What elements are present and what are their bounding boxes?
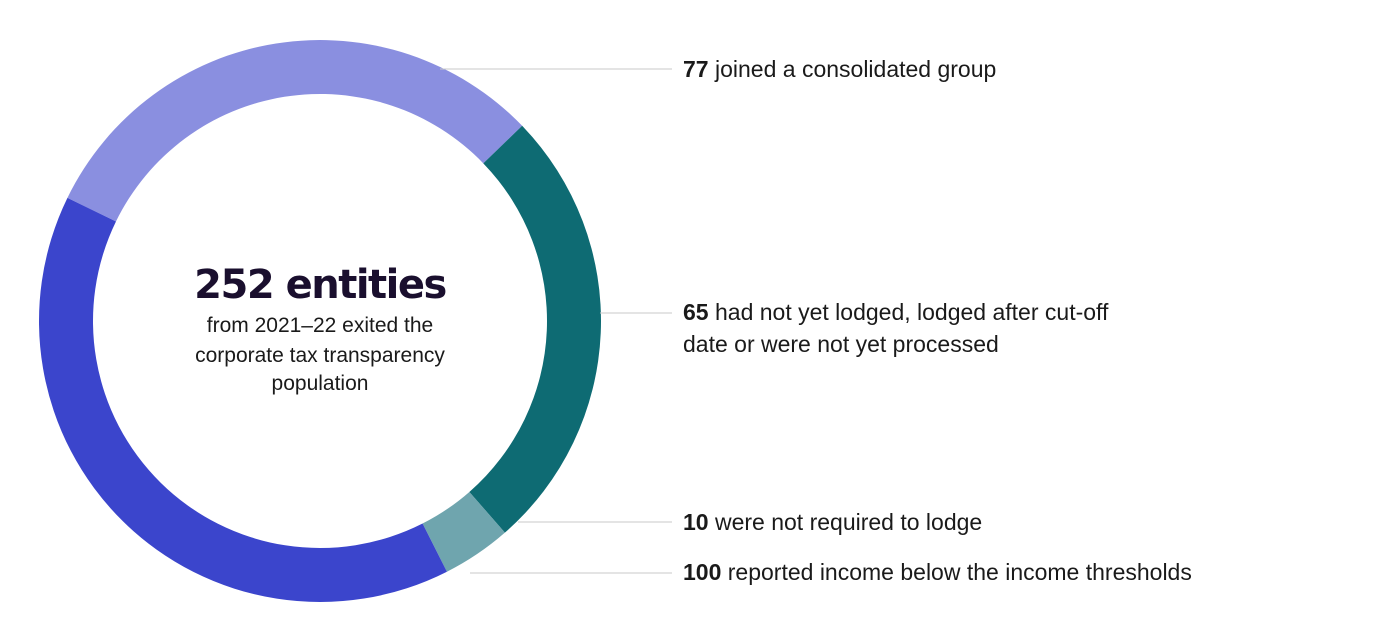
- donut-slice-65: [469, 125, 601, 533]
- donut-slices: [38, 40, 601, 602]
- donut-slice-10: [422, 491, 505, 572]
- slice-label-line: 77 joined a consolidated group: [683, 56, 996, 82]
- donut-slice-77: [67, 40, 523, 222]
- slice-value-label: 77: [683, 56, 709, 82]
- leader-lines: [440, 68, 672, 574]
- slice-label-line: 10 were not required to lodge: [683, 509, 982, 535]
- center-subtitle-line-3: population: [272, 372, 369, 395]
- slice-description: had not yet lodged, lodged after cut-off: [709, 299, 1109, 325]
- slice-value-label: 100: [683, 559, 721, 585]
- slice-description: were not required to lodge: [709, 509, 983, 535]
- slice-value-label: 10: [683, 509, 709, 535]
- slice-label-line: 100 reported income below the income thr…: [683, 559, 1192, 585]
- slice-label-line: 65 had not yet lodged, lodged after cut-…: [683, 299, 1109, 325]
- slice-description: joined a consolidated group: [709, 56, 997, 82]
- center-subtitle-line-1: from 2021–22 exited the: [207, 314, 434, 337]
- slice-value-label: 65: [683, 299, 709, 325]
- slice-labels: 77 joined a consolidated group 65 had not…: [683, 56, 1192, 585]
- donut-slice-100: [38, 197, 447, 602]
- slice-label-line: date or were not yet processed: [683, 331, 999, 357]
- slice-description: reported income below the income thresho…: [721, 559, 1191, 585]
- center-total-label: 252 entities: [194, 262, 446, 308]
- center-subtitle-line-2: corporate tax transparency: [195, 344, 445, 367]
